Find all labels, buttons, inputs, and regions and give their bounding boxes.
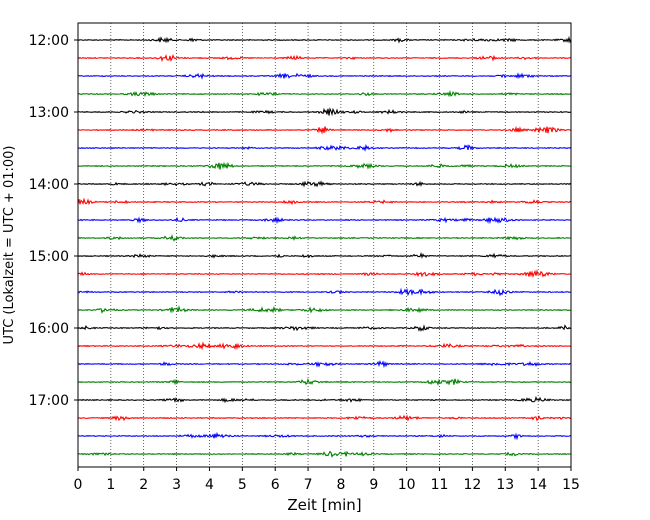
y-tick-label: 12:00 — [29, 33, 69, 49]
x-tick-label: 9 — [369, 477, 378, 493]
trace-1345 — [77, 161, 572, 170]
x-tick-label: 10 — [398, 477, 416, 493]
grid-lines — [110, 23, 539, 467]
trace-1500 — [77, 251, 572, 259]
trace-1600 — [77, 324, 572, 332]
y-tick-label: 13:00 — [29, 105, 69, 121]
x-tick-label: 5 — [238, 477, 247, 493]
trace-1245 — [77, 90, 572, 98]
trace-1430 — [77, 216, 572, 225]
x-tick-label: 4 — [205, 477, 214, 493]
trace-1215 — [77, 54, 572, 63]
trace-1745 — [77, 450, 572, 458]
trace-1545 — [77, 305, 572, 314]
trace-1715 — [77, 414, 572, 422]
y-tick-label: 15:00 — [29, 249, 69, 265]
trace-1445 — [77, 234, 572, 242]
x-tick-label: 14 — [529, 477, 547, 493]
trace-1645 — [77, 377, 572, 387]
trace-1330 — [77, 143, 572, 152]
y-tick-label: 16:00 — [29, 321, 69, 337]
x-tick-label: 15 — [562, 477, 580, 493]
trace-1200 — [77, 35, 572, 44]
trace-1615 — [77, 341, 572, 351]
y-tick-label: 17:00 — [29, 393, 69, 409]
x-tick-label: 8 — [336, 477, 345, 493]
trace-1315 — [77, 125, 572, 135]
trace-1730 — [77, 431, 572, 441]
x-tick-label: 1 — [106, 477, 115, 493]
trace-1415 — [77, 197, 572, 206]
trace-1530 — [77, 287, 572, 297]
trace-1700 — [77, 395, 572, 404]
x-tick-label: 7 — [304, 477, 313, 493]
x-tick-label: 0 — [74, 477, 83, 493]
trace-1300 — [77, 107, 572, 117]
x-tick-label: 2 — [139, 477, 148, 493]
x-tick-label: 6 — [271, 477, 280, 493]
x-tick-label: 12 — [463, 477, 481, 493]
x-tick-label: 13 — [496, 477, 514, 493]
x-tick-label: 11 — [431, 477, 449, 493]
trace-group — [77, 35, 572, 458]
x-tick-label: 3 — [172, 477, 181, 493]
trace-1515 — [77, 269, 572, 278]
trace-1400 — [77, 180, 572, 188]
trace-1230 — [77, 72, 572, 80]
y-tick-label: 14:00 — [29, 177, 69, 193]
axes: 0 1 2 3 4 5 6 7 8 9 10 11 12 13 14 1512:0013:0014:0015:… — [29, 33, 580, 493]
y-axis-label: UTC (Lokalzeit = UTC + 01:00) — [2, 146, 17, 345]
trace-1630 — [77, 360, 572, 369]
plot-frame — [77, 22, 572, 468]
x-axis-label: Zeit [min] — [287, 496, 361, 514]
